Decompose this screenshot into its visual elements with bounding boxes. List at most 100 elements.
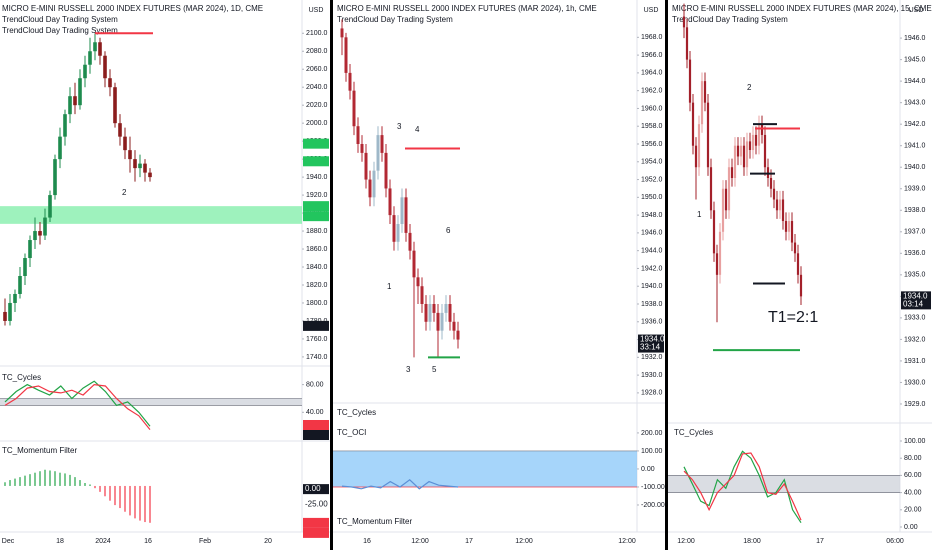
candle-body — [694, 145, 698, 168]
candle-body — [745, 141, 749, 168]
candle-body — [392, 215, 396, 242]
momentum-bar — [134, 485, 136, 519]
candle-body — [781, 199, 785, 222]
y-tick-label: 1938.0 — [904, 207, 926, 214]
oscillator-band — [0, 398, 302, 406]
candle-body — [364, 152, 368, 180]
price-tag — [303, 320, 329, 331]
y-tick-label: 1940.0 — [641, 283, 663, 290]
candle-body — [404, 197, 408, 233]
candle-body — [424, 304, 428, 322]
candle-body — [13, 293, 17, 303]
candle-body — [718, 231, 722, 275]
price-tag — [303, 484, 329, 495]
candle-body — [724, 188, 728, 211]
momentum-bar — [49, 470, 51, 486]
candle-body — [790, 221, 794, 243]
candle-body — [703, 81, 707, 103]
wave-label: 2 — [122, 188, 127, 197]
candle-body — [108, 78, 112, 88]
candle-body — [88, 51, 92, 65]
candle-body — [384, 152, 388, 189]
oscillator-band — [333, 450, 637, 487]
candle-body — [709, 167, 713, 211]
candle-body — [113, 87, 117, 124]
price-tag-label: -25.00 — [305, 499, 328, 508]
x-tick-label: 06:00 — [886, 538, 904, 545]
candle-body — [754, 134, 758, 146]
candle-body — [128, 150, 132, 160]
price-tag-label: 1934.0 — [640, 335, 665, 344]
momentum-bar — [9, 480, 11, 486]
y-tick-label: 40.00 — [306, 409, 324, 416]
y-tick-label: 1944.0 — [641, 248, 663, 255]
momentum-bar — [139, 485, 141, 521]
y-tick-label: 1932.0 — [641, 354, 663, 361]
candle-body — [769, 177, 773, 189]
momentum-bar — [19, 477, 21, 486]
y-tick-label: 1946.0 — [641, 230, 663, 237]
momentum-bar — [39, 471, 41, 486]
candle-body — [400, 197, 404, 224]
candle-body — [388, 188, 392, 216]
oscillator-line — [683, 450, 802, 524]
candle-body — [778, 199, 782, 211]
price-tag — [901, 291, 931, 310]
y-tick-label: 1936.0 — [904, 250, 926, 257]
indicator-name: TrendCloud Day Trading System — [337, 15, 453, 24]
y-tick-label: 1960.0 — [641, 105, 663, 112]
candle-body — [760, 124, 764, 135]
wave-label: 1 — [387, 282, 392, 291]
y-tick-label: 1939.0 — [904, 186, 926, 193]
momentum-bar — [129, 485, 131, 516]
momentum-bar — [124, 485, 126, 512]
price-tag — [303, 517, 329, 528]
candle-body — [432, 304, 436, 313]
indicator-name: TrendCloud Day Trading System — [2, 26, 118, 35]
x-tick-label: 12:00 — [515, 538, 533, 545]
x-tick-label: 16 — [363, 538, 371, 545]
candle-body — [356, 126, 360, 144]
y-tick-label: 200.00 — [641, 430, 663, 437]
y-tick-label: 1956.0 — [641, 141, 663, 148]
y-tick-label: 1929.0 — [904, 401, 926, 408]
price-tag — [303, 444, 329, 455]
y-tick-label: 1860.0 — [306, 246, 328, 253]
candle-body — [93, 42, 97, 52]
y-tick-label: 100.00 — [641, 448, 663, 455]
candle-body — [68, 96, 72, 115]
candle-body — [143, 163, 147, 173]
indicator-name: TrendCloud Day Trading System — [672, 15, 788, 24]
candle-body — [751, 134, 755, 151]
candle-body — [766, 167, 770, 178]
candle-body — [98, 42, 102, 56]
wave-label: 5 — [432, 365, 437, 374]
y-tick-label: 1948.0 — [641, 212, 663, 219]
y-tick-label: 1968.0 — [641, 34, 663, 41]
candle-body — [38, 231, 42, 236]
y-tick-label: 1920.0 — [306, 192, 328, 199]
momentum-bar — [94, 485, 96, 489]
momentum-bar — [114, 485, 116, 506]
momentum-bar — [54, 471, 56, 486]
y-tick-label: 2040.0 — [306, 84, 328, 91]
y-tick-label: 1932.0 — [904, 336, 926, 343]
price-tag — [303, 527, 329, 538]
y-tick-label: 1800.0 — [306, 300, 328, 307]
candle-body — [58, 136, 62, 160]
wave-label: 3 — [397, 122, 402, 131]
price-tag — [303, 429, 329, 440]
y-tick-label: 0.00 — [904, 524, 918, 531]
price-tag — [303, 211, 329, 222]
price-tag — [303, 464, 329, 475]
candle-body — [368, 179, 372, 198]
momentum-bar — [119, 485, 121, 509]
oscillator-line — [4, 383, 151, 430]
indicator-name: TC_OCI — [337, 428, 366, 437]
candle-body — [103, 55, 107, 79]
candle-body — [8, 302, 12, 321]
y-tick-label: 1930.0 — [904, 379, 926, 386]
wave-label: T1=2:1 — [768, 309, 818, 326]
y-tick-label: 1935.0 — [904, 272, 926, 279]
candle-body — [3, 311, 7, 321]
